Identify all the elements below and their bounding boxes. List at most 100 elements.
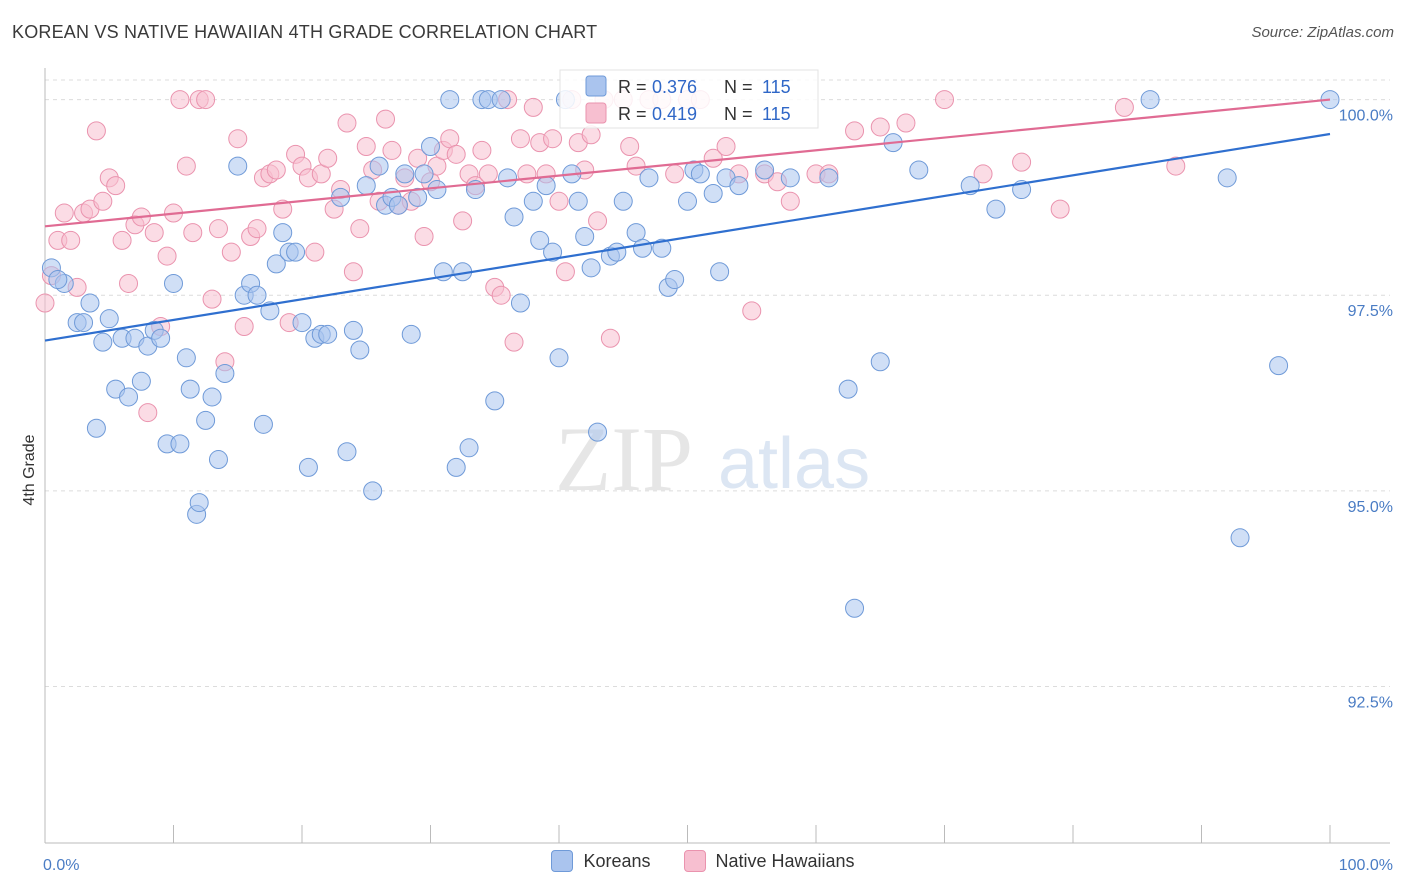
native-hawaiians-point [144, 223, 164, 243]
native-hawaiians-point [491, 285, 511, 305]
koreans-point [523, 191, 543, 211]
series-koreans-points [41, 90, 1340, 618]
native-hawaiians-point [665, 164, 685, 184]
stats-n-value-hawaiians: 115 [762, 104, 791, 124]
koreans-point [678, 191, 697, 211]
native-hawaiians-point [343, 262, 363, 282]
koreans-point [459, 438, 479, 458]
stats-r-label-koreans: R = [618, 77, 647, 97]
koreans-point [80, 293, 100, 313]
koreans-point [318, 324, 338, 344]
koreans-point [48, 270, 68, 290]
y-tick-label: 92.5% [1348, 694, 1393, 711]
native-hawaiians-point [318, 148, 338, 168]
native-hawaiians-point [176, 156, 196, 176]
koreans-point [491, 90, 511, 110]
zipatlas-watermark: ZIP atlas [555, 408, 870, 510]
native-hawaiians-point [119, 273, 139, 293]
native-hawaiians-point [845, 121, 865, 141]
koreans-point [613, 191, 633, 211]
koreans-point [690, 164, 710, 184]
koreans-point [369, 156, 389, 176]
koreans-point [215, 363, 235, 383]
koreans-point [755, 160, 775, 180]
native-hawaiians-point [138, 403, 158, 423]
koreans-point [74, 313, 94, 333]
native-hawaiians-point [935, 90, 954, 110]
legend-swatch-native-hawaiians [683, 850, 706, 872]
native-hawaiians-point [221, 242, 241, 262]
koreans-point [298, 457, 318, 477]
koreans-point [408, 187, 428, 207]
koreans-point [1217, 168, 1237, 188]
koreans-point [164, 273, 183, 293]
koreans-point [202, 387, 222, 407]
koreans-point [363, 481, 383, 501]
native-hawaiians-point [54, 203, 74, 223]
legend-swatch-koreans [551, 850, 574, 872]
koreans-point [665, 270, 685, 290]
koreans-point [498, 168, 518, 188]
native-hawaiians-point [780, 191, 800, 211]
native-hawaiians-trendline [44, 98, 1331, 228]
y-axis-title: 4th Grade [21, 434, 38, 505]
native-hawaiians-point [1050, 199, 1070, 219]
native-hawaiians-point [157, 246, 177, 266]
native-hawaiians-point [112, 230, 132, 250]
native-hawaiians-point [453, 211, 473, 231]
legend-item-native-hawaiians[interactable]: Native Hawaiians [683, 850, 855, 872]
koreans-point [446, 457, 466, 477]
koreans-point [421, 137, 440, 157]
axes [44, 68, 1390, 844]
stats-swatch-hawaiians [585, 102, 607, 124]
stats-n-label-hawaiians: N = [724, 104, 753, 124]
koreans-point [286, 242, 306, 262]
native-hawaiians-point [555, 262, 575, 282]
native-hawaiians-point [716, 137, 736, 157]
koreans-point [710, 262, 730, 282]
native-hawaiians-point [1114, 97, 1134, 117]
koreans-point [273, 223, 293, 243]
native-hawaiians-point [870, 117, 890, 137]
bottom-legend: Koreans Native Hawaiians [0, 850, 1406, 877]
grid-lines [45, 79, 1390, 687]
koreans-point [909, 160, 929, 180]
native-hawaiians-point [523, 97, 543, 117]
native-hawaiians-point [376, 109, 396, 129]
koreans-point [543, 242, 563, 262]
native-hawaiians-point [588, 211, 608, 231]
x-tick-label-min: 0.0% [43, 857, 79, 874]
native-hawaiians-point [35, 293, 55, 313]
koreans-point [260, 301, 280, 321]
native-hawaiians-point [228, 129, 248, 149]
koreans-point [845, 598, 865, 618]
koreans-point [1269, 356, 1289, 376]
native-hawaiians-point [472, 140, 492, 160]
koreans-point [170, 434, 190, 454]
native-hawaiians-point [896, 113, 916, 133]
stats-swatch-koreans [585, 75, 607, 97]
native-hawaiians-point [382, 140, 402, 160]
chart-source: Source: ZipAtlas.com [1251, 24, 1394, 41]
koreans-point [119, 387, 139, 407]
legend-label-koreans: Koreans [583, 850, 651, 871]
y-tick-label: 97.5% [1348, 303, 1393, 320]
koreans-point [639, 168, 659, 188]
koreans-point [414, 164, 434, 184]
native-hawaiians-point [106, 176, 126, 196]
native-hawaiians-point [742, 301, 762, 321]
koreans-point [780, 168, 800, 188]
koreans-point [607, 242, 627, 262]
koreans-point [93, 332, 113, 352]
native-hawaiians-point [600, 328, 620, 348]
native-hawaiians-point [61, 230, 81, 250]
native-hawaiians-point [414, 227, 434, 247]
native-hawaiians-point [620, 137, 640, 157]
native-hawaiians-point [86, 121, 106, 141]
koreans-point [86, 418, 106, 438]
watermark-atlas: atlas [718, 424, 870, 504]
koreans-point [228, 156, 248, 176]
legend-item-koreans[interactable]: Koreans [551, 850, 650, 872]
native-hawaiians-point [356, 137, 376, 157]
koreans-point [870, 352, 890, 372]
